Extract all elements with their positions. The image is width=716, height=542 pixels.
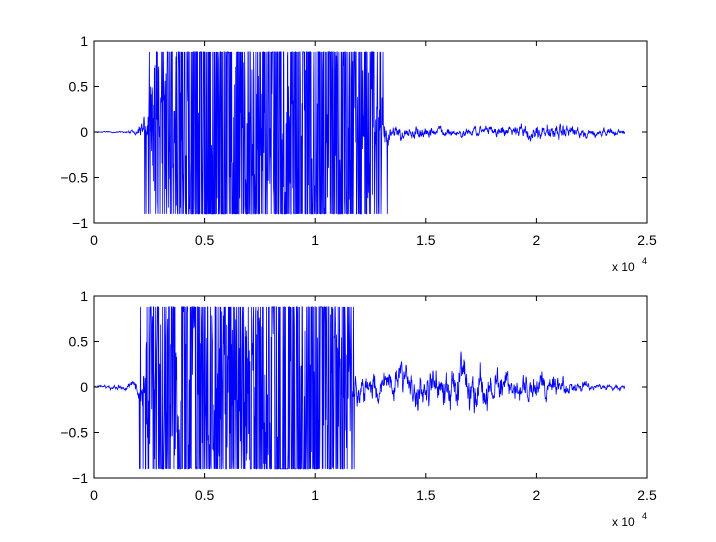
x-tick-label: 0 <box>90 487 98 503</box>
x-tick-label: 1 <box>311 232 319 248</box>
x-tick-label: 2.5 <box>637 487 657 503</box>
bottom-plot: 0 0.5 1 1.5 2 2.5 1 0.5 0 −0.5 −1 x 10 4 <box>60 288 657 529</box>
y-tick-label: −1 <box>72 470 88 486</box>
x-tick-label: 1.5 <box>416 487 436 503</box>
y-tick-label: −0.5 <box>60 170 88 186</box>
x-tick-label: 2 <box>533 487 541 503</box>
y-tick-label: −1 <box>72 215 88 231</box>
x-tick-label: 1 <box>311 487 319 503</box>
x-tick-label: 0.5 <box>195 487 215 503</box>
y-tick-label: 0.5 <box>69 79 89 95</box>
y-tick-label: 0.5 <box>69 334 89 350</box>
x-tick-label: 0 <box>90 232 98 248</box>
x-tick-label: 0.5 <box>195 232 215 248</box>
x-tick-label: 1.5 <box>416 232 436 248</box>
y-tick-label: 0 <box>80 124 88 140</box>
x-axis-multiplier-exponent: 4 <box>642 256 647 266</box>
x-tick-label: 2.5 <box>637 232 657 248</box>
y-tick-label: 1 <box>80 33 88 49</box>
x-axis-multiplier: x 10 <box>612 260 635 274</box>
x-axis-multiplier: x 10 <box>612 515 635 529</box>
x-axis-multiplier-exponent: 4 <box>642 511 647 521</box>
y-tick-label: −0.5 <box>60 425 88 441</box>
y-tick-label: 0 <box>80 379 88 395</box>
x-tick-label: 2 <box>533 232 541 248</box>
y-tick-label: 1 <box>80 288 88 304</box>
signal-series-line <box>94 306 626 470</box>
signal-series-line <box>94 51 626 215</box>
top-plot: 0 0.5 1 1.5 2 2.5 1 0.5 0 −0.5 −1 x 10 4 <box>60 33 657 274</box>
